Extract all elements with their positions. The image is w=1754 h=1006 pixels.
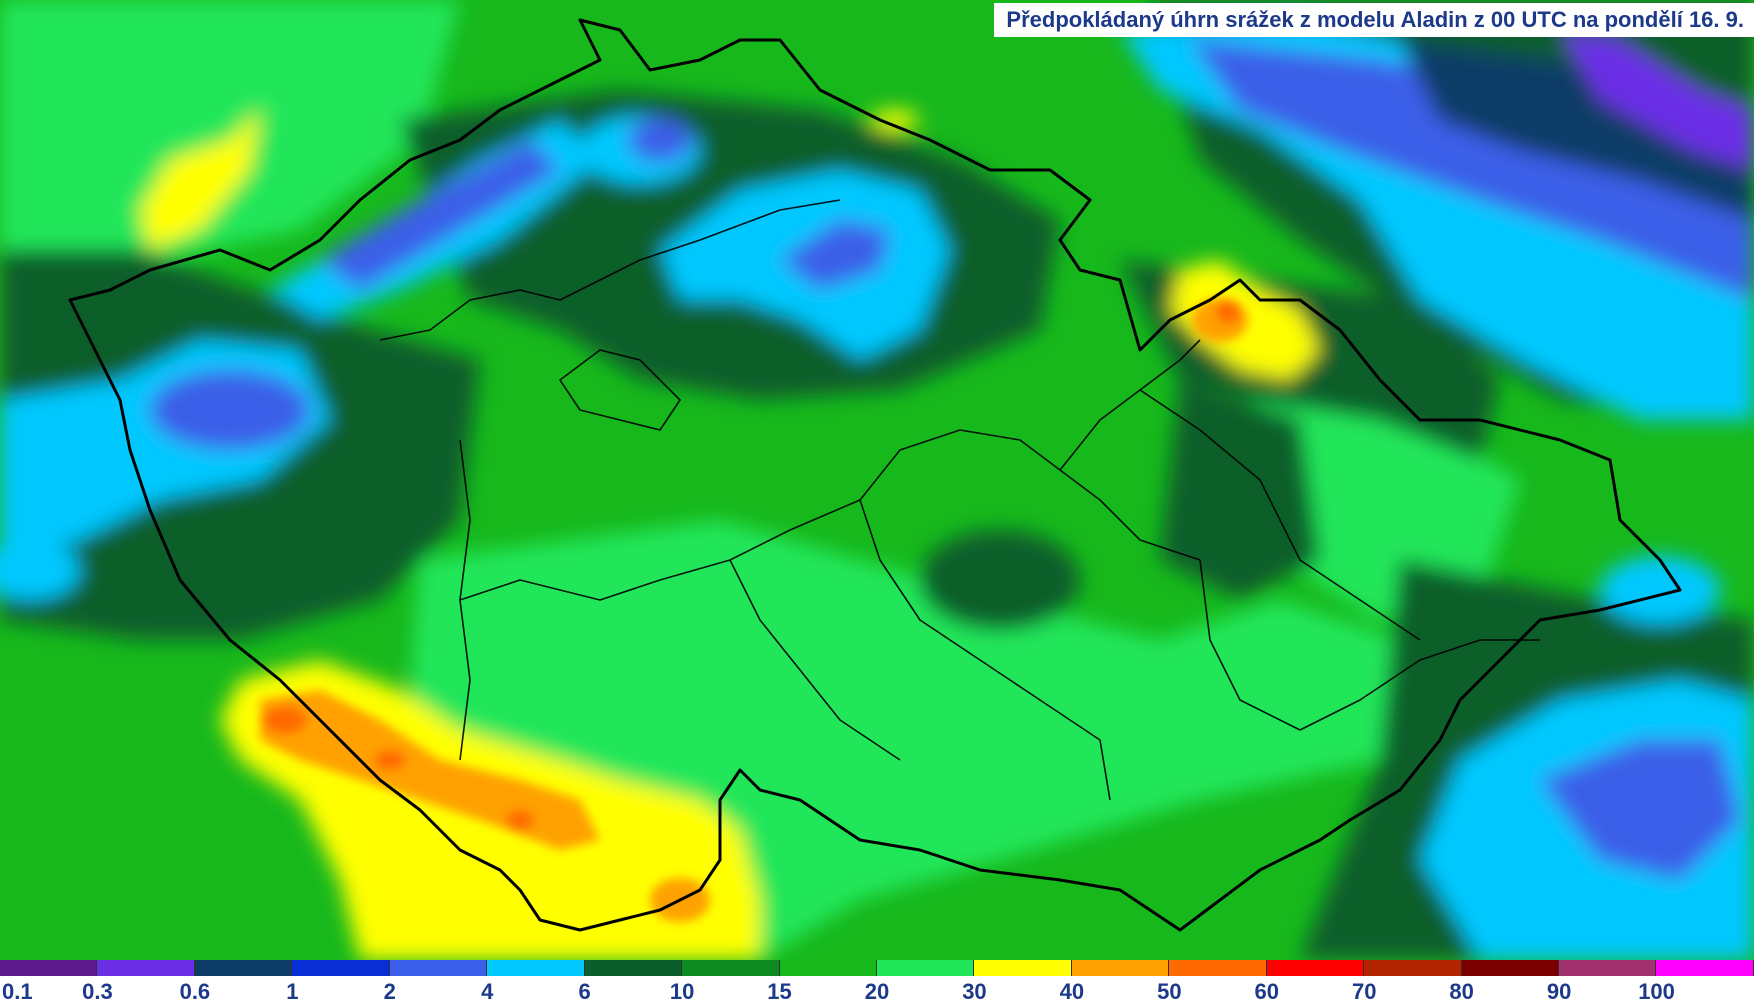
zone-blue-west xyxy=(150,370,310,450)
legend-label: 4 xyxy=(481,979,494,1004)
legend-swatch xyxy=(1364,960,1462,976)
legend-swatch xyxy=(0,960,98,976)
zone-darkorange-b xyxy=(374,750,406,770)
legend-label: 70 xyxy=(1351,979,1377,1004)
zone-light-green-nw xyxy=(0,0,460,260)
zone-blue-nw-stripe xyxy=(320,140,560,290)
legend-swatch xyxy=(779,960,877,976)
legend-swatch xyxy=(1559,960,1657,976)
country-border xyxy=(68,18,1682,932)
legend-label: 6 xyxy=(578,979,591,1004)
legend-swatch xyxy=(876,960,975,976)
legend-label: 10 xyxy=(669,979,695,1004)
legend-label: 50 xyxy=(1157,979,1182,1004)
legend-label: 80 xyxy=(1449,979,1474,1004)
legend-swatch xyxy=(1071,960,1170,976)
zone-cyan-blob-b xyxy=(1600,556,1720,624)
legend-label: 1 xyxy=(286,979,299,1004)
zone-darkorange-c xyxy=(506,810,534,830)
zone-dark-green-moravia xyxy=(1160,380,1320,600)
zone-blue-ne xyxy=(1190,40,1754,300)
legend-label: 2 xyxy=(383,979,396,1004)
legend-label: 40 xyxy=(1059,979,1085,1004)
zone-navy-ne xyxy=(1400,40,1754,220)
region-boundaries xyxy=(379,199,1540,801)
legend-swatch xyxy=(194,960,293,976)
legend-swatch xyxy=(487,960,585,976)
legend-label: 90 xyxy=(1546,979,1572,1004)
legend-swatch xyxy=(1169,960,1267,976)
zone-cyan-blob-c xyxy=(0,540,80,600)
zone-blue-north-b xyxy=(780,220,890,290)
legend-swatch xyxy=(97,960,195,976)
precipitation-map xyxy=(0,0,1754,960)
legend-label: 0.1 xyxy=(2,979,33,1004)
zone-blue-north-a xyxy=(628,118,692,162)
zone-yellow-top xyxy=(871,110,919,130)
legend-label: 0.6 xyxy=(179,979,211,1004)
legend-label: 60 xyxy=(1254,979,1280,1004)
legend-label: 0.3 xyxy=(82,979,113,1004)
zone-purple-ne xyxy=(1560,30,1754,170)
zone-darkorange-a xyxy=(263,706,307,734)
legend-swatch xyxy=(584,960,683,976)
color-scale-bar xyxy=(0,960,1754,976)
legend-swatch xyxy=(974,960,1072,976)
legend-label: 20 xyxy=(864,979,890,1004)
zone-orange-south xyxy=(260,690,600,850)
legend-swatch xyxy=(389,960,488,976)
legend-swatch xyxy=(292,960,390,976)
map-title: Předpokládaný úhrn srážek z modelu Aladi… xyxy=(994,3,1754,37)
legend-label: 100 xyxy=(1638,979,1675,1004)
zone-darkorange-d xyxy=(1216,300,1240,324)
legend-swatch xyxy=(1461,960,1559,976)
color-scale-labels: 0.1 0.3 0.6 1 2 4 6 10 15 20 30 40 50 60 70 80 90 100 xyxy=(0,976,1754,1006)
legend-swatch xyxy=(1266,960,1365,976)
zone-dark-green-spot xyxy=(920,530,1080,630)
legend-label: 30 xyxy=(962,979,987,1004)
zone-yellow-nw xyxy=(140,110,260,250)
legend-swatch xyxy=(1656,960,1754,976)
zone-blue-se xyxy=(1540,740,1740,880)
legend-label: 15 xyxy=(767,979,792,1004)
legend-swatch xyxy=(682,960,780,976)
